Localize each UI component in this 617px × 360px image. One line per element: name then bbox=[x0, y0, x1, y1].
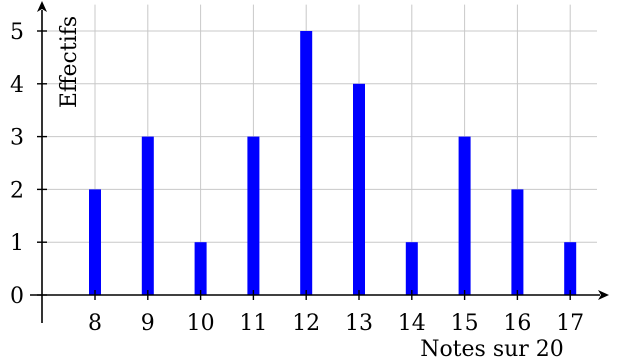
x-tick-label: 16 bbox=[503, 311, 531, 336]
x-axis-arrowhead bbox=[598, 290, 609, 300]
y-tick-label: 3 bbox=[10, 126, 24, 151]
bar bbox=[141, 136, 154, 295]
y-tick-labels: 0 1 2 3 4 5 bbox=[10, 20, 47, 309]
bar bbox=[247, 136, 260, 295]
y-tick-label: 0 bbox=[10, 284, 24, 309]
x-tick-label: 14 bbox=[398, 311, 426, 336]
x-tick-label: 15 bbox=[451, 311, 479, 336]
bar bbox=[300, 31, 313, 295]
y-tick-label: 2 bbox=[10, 178, 24, 203]
bar bbox=[405, 242, 418, 295]
x-tick-label: 12 bbox=[292, 311, 320, 336]
y-tick-label: 5 bbox=[10, 20, 24, 45]
axes bbox=[30, 1, 609, 323]
x-tick-labels: 8 9 10 11 12 13 14 15 16 17 bbox=[88, 290, 584, 336]
y-tick-label: 4 bbox=[10, 73, 24, 98]
y-tick-label: 1 bbox=[10, 231, 24, 256]
x-tick-label: 10 bbox=[187, 311, 215, 336]
x-tick-label: 11 bbox=[239, 311, 267, 336]
bar bbox=[89, 189, 101, 295]
x-tick-label: 13 bbox=[345, 311, 373, 336]
bar bbox=[353, 83, 365, 295]
x-tick-label: 9 bbox=[141, 311, 155, 336]
y-axis-arrowhead bbox=[37, 1, 47, 12]
y-axis-label: Effectifs bbox=[57, 16, 82, 108]
bar bbox=[194, 242, 207, 295]
x-tick-label: 17 bbox=[556, 311, 584, 336]
bar bbox=[564, 242, 577, 295]
x-axis-label: Notes sur 20 bbox=[420, 337, 564, 360]
bar bbox=[511, 189, 524, 295]
bars bbox=[89, 31, 577, 295]
x-tick-label: 8 bbox=[88, 311, 102, 336]
bar bbox=[458, 136, 471, 295]
